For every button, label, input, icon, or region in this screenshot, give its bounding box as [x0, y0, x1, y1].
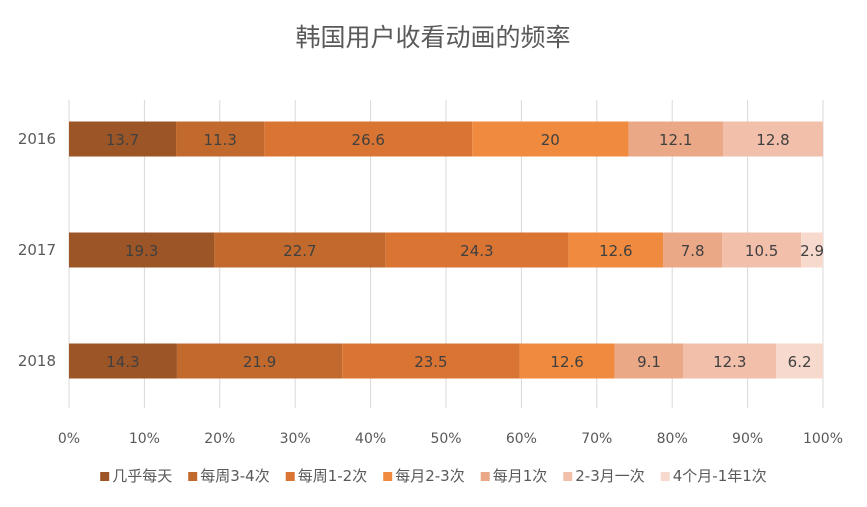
- x-tick-label: 100%: [803, 431, 843, 447]
- data-label: 12.3: [713, 353, 746, 371]
- data-label: 12.6: [550, 353, 583, 371]
- legend-item: 每月2-3次: [383, 467, 465, 485]
- x-tick-label: 80%: [657, 431, 688, 447]
- legend-item: 每月1次: [480, 467, 548, 485]
- legend-label: 每月1次: [493, 467, 548, 485]
- legend-swatch: [285, 472, 295, 481]
- bar-segment: [568, 232, 664, 268]
- bar-segment: [69, 121, 177, 157]
- legend-item: 每周1-2次: [285, 467, 368, 485]
- legend-swatch: [563, 472, 573, 481]
- bar-segment: [722, 232, 802, 268]
- bar-segment: [342, 343, 520, 379]
- data-label: 2.9: [800, 242, 824, 260]
- legend-item: 每周3-4次: [188, 467, 270, 485]
- bar-segment: [69, 232, 215, 268]
- data-label: 22.7: [283, 242, 316, 260]
- x-tick-label: 20%: [204, 431, 235, 447]
- bar-segment: [69, 343, 177, 379]
- legend-label: 4个月-1年1次: [673, 467, 767, 485]
- bar-segment: [683, 343, 777, 379]
- legend-item: 4个月-1年1次: [660, 467, 767, 485]
- data-label: 12.6: [599, 242, 632, 260]
- legend-swatch: [480, 472, 490, 481]
- x-tick-label: 70%: [581, 431, 612, 447]
- data-label: 12.1: [659, 131, 692, 149]
- x-tick-label: 10%: [129, 431, 160, 447]
- bar-segment: [176, 343, 343, 379]
- legend-label: 每周3-4次: [200, 467, 270, 485]
- y-category-label: 2017: [18, 241, 56, 259]
- legend-swatch: [383, 472, 393, 481]
- bar-segment: [385, 232, 569, 268]
- data-label: 19.3: [125, 242, 158, 260]
- legend-label: 2-3月一次: [575, 467, 645, 485]
- data-label: 12.8: [756, 131, 789, 149]
- bar-segment: [663, 232, 723, 268]
- bar-segment: [214, 232, 386, 268]
- data-label: 20: [541, 131, 560, 149]
- y-category-label: 2016: [18, 130, 56, 148]
- x-axis-ticks: 0% 10% 20% 30% 40% 50% 60% 70% 80% 90% 100%: [58, 431, 843, 447]
- x-tick-label: 90%: [732, 431, 763, 447]
- bar-segment: [801, 232, 823, 268]
- bar-segment: [472, 121, 629, 157]
- bars: 13.7 11.3 26.6 20 12.1 12.8 19.3 22.7 24.3 12.6 7.…: [69, 121, 824, 379]
- data-label: 23.5: [414, 353, 447, 371]
- data-label: 13.7: [106, 131, 139, 149]
- x-tick-label: 50%: [430, 431, 461, 447]
- legend-swatch: [100, 472, 110, 481]
- data-label: 9.1: [637, 353, 661, 371]
- bar-segment: [614, 343, 684, 379]
- y-category-label: 2018: [18, 352, 56, 370]
- data-label: 26.6: [352, 131, 385, 149]
- data-label: 10.5: [745, 242, 778, 260]
- x-tick-label: 60%: [506, 431, 537, 447]
- x-tick-label: 0%: [58, 431, 80, 447]
- data-label: 7.8: [681, 242, 705, 260]
- bar-segment: [628, 121, 723, 157]
- data-label: 11.3: [203, 131, 236, 149]
- y-axis-labels: 2016 2017 2018: [18, 130, 56, 370]
- chart-title: 韩国用户收看动画的频率: [295, 23, 570, 52]
- data-label: 14.3: [106, 353, 139, 371]
- data-label: 24.3: [460, 242, 493, 260]
- data-label: 6.2: [788, 353, 812, 371]
- legend-label: 几乎每天: [112, 467, 172, 485]
- legend-item: 2-3月一次: [563, 467, 645, 485]
- bar-segment: [519, 343, 615, 379]
- legend-label: 每周1-2次: [298, 467, 368, 485]
- bar-segment: [264, 121, 473, 157]
- legend-label: 每月2-3次: [395, 467, 465, 485]
- x-tick-label: 40%: [355, 431, 386, 447]
- bar-segment: [176, 121, 265, 157]
- x-tick-label: 30%: [280, 431, 311, 447]
- bar-segment: [776, 343, 823, 379]
- legend: 几乎每天 每周3-4次 每周1-2次 每月2-3次 每月1次 2-3月一次 4个月-1年1次: [100, 467, 767, 485]
- legend-swatch: [660, 472, 670, 481]
- data-label: 21.9: [243, 353, 276, 371]
- legend-item: 几乎每天: [100, 467, 172, 485]
- bar-segment: [722, 121, 823, 157]
- legend-swatch: [188, 472, 198, 481]
